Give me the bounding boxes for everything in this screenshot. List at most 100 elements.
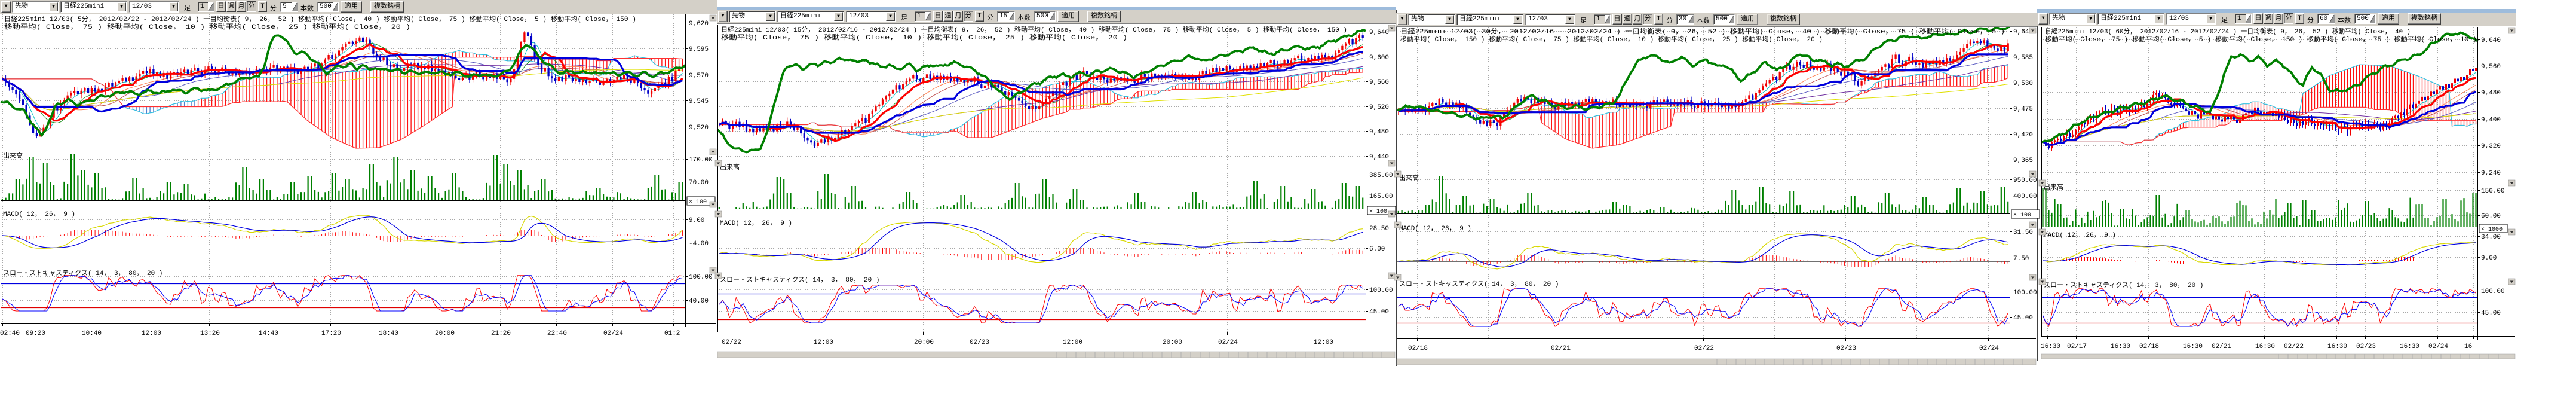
svg-text:移動平均( Close， 75 ) 移動平均( Clo: 移動平均( Close， 75 ) 移動平均( Close， 5 ) 移動平均(… (2045, 35, 2477, 44)
svg-text:9,640: 9,640 (2013, 29, 2033, 36)
svg-text:16:30: 16:30 (2183, 343, 2203, 350)
svg-text:16:30: 16:30 (2255, 343, 2275, 350)
svg-text:16:30: 16:30 (2400, 343, 2419, 350)
svg-text:× 100: × 100 (2013, 212, 2031, 219)
svg-text:12:00: 12:00 (1063, 339, 1082, 346)
svg-text:12:00: 12:00 (142, 330, 161, 337)
svg-text:02/22: 02/22 (2284, 343, 2304, 350)
svg-text:× 100: × 100 (689, 199, 707, 206)
svg-text:出来高: 出来高 (720, 163, 740, 172)
svg-text:× 100: × 100 (1369, 209, 1387, 215)
svg-text:スロー・ストキャスティクス( 14， 3， 80， 20 ): スロー・ストキャスティクス( 14， 3， 80， 20 ) (2044, 281, 2203, 289)
svg-text:出来高: 出来高 (2044, 182, 2063, 191)
svg-text:09:20: 09:20 (26, 330, 45, 337)
svg-text:45.00: 45.00 (1369, 309, 1389, 316)
svg-text:02/21: 02/21 (2212, 343, 2231, 350)
svg-text:スロー・ストキャスティクス( 14， 3， 80， 20 ): スロー・ストキャスティクス( 14， 3， 80， 20 ) (1399, 280, 1559, 288)
svg-text:20:00: 20:00 (1163, 339, 1182, 346)
svg-text:日経225mini 12/03( 15分， 2012/02/: 日経225mini 12/03( 15分， 2012/02/16 - 2012/… (721, 25, 1347, 34)
svg-text:MACD( 12， 26， 9 ): MACD( 12， 26， 9 ) (720, 220, 792, 227)
svg-text:02/23: 02/23 (1836, 345, 1856, 352)
svg-text:02/18: 02/18 (1408, 345, 1428, 352)
svg-text:9,240: 9,240 (2481, 170, 2501, 177)
svg-text:MACD( 12， 26， 9 ): MACD( 12， 26， 9 ) (3, 211, 75, 218)
svg-text:21:20: 21:20 (491, 330, 511, 337)
svg-text:40.00: 40.00 (689, 298, 709, 305)
svg-text:9,640: 9,640 (1369, 29, 1389, 36)
svg-text:9,520: 9,520 (1369, 104, 1389, 111)
svg-text:12:00: 12:00 (1314, 339, 1333, 346)
svg-text:9,560: 9,560 (2481, 63, 2501, 71)
svg-text:9,620: 9,620 (689, 20, 709, 28)
svg-text:× 1000: × 1000 (2481, 227, 2503, 233)
svg-text:60.00: 60.00 (2481, 213, 2501, 220)
svg-text:385.00: 385.00 (1369, 172, 1393, 179)
svg-text:9,585: 9,585 (2013, 54, 2033, 62)
svg-text:02/22: 02/22 (722, 339, 741, 346)
svg-text:9,480: 9,480 (1369, 129, 1389, 136)
svg-text:MACD( 12， 26， 9 ): MACD( 12， 26， 9 ) (2044, 232, 2116, 239)
svg-text:9.00: 9.00 (689, 217, 704, 224)
svg-text:22:40: 22:40 (547, 330, 567, 337)
svg-text:9,320: 9,320 (2481, 143, 2501, 150)
svg-text:9,520: 9,520 (689, 124, 709, 132)
svg-text:16: 16 (2464, 343, 2472, 350)
svg-text:165.00: 165.00 (1369, 193, 1393, 200)
svg-text:02:40: 02:40 (0, 330, 20, 337)
svg-text:12:00: 12:00 (814, 339, 833, 346)
svg-text:45.00: 45.00 (2013, 315, 2033, 322)
svg-text:02/18: 02/18 (2139, 343, 2159, 350)
svg-text:9,475: 9,475 (2013, 106, 2033, 113)
svg-text:9,400: 9,400 (2481, 117, 2501, 124)
svg-text:9,560: 9,560 (1369, 79, 1389, 86)
svg-text:9,570: 9,570 (689, 72, 709, 80)
svg-text:移動平均( Close， 150 ) 移動平均( Cl: 移動平均( Close， 150 ) 移動平均( Close， 75 ) 移動平… (1400, 35, 1823, 44)
svg-text:70.00: 70.00 (689, 179, 709, 187)
svg-text:9,480: 9,480 (2481, 90, 2501, 97)
svg-text:02/21: 02/21 (1551, 345, 1571, 352)
svg-text:移動平均( Close， 75 ) 移動平均( Clo: 移動平均( Close， 75 ) 移動平均( Close， 10 ) 移動平均… (721, 33, 1127, 42)
svg-text:16:30: 16:30 (2111, 343, 2130, 350)
svg-text:9,640: 9,640 (2481, 37, 2501, 44)
svg-text:16:30: 16:30 (2327, 343, 2347, 350)
svg-text:16:30: 16:30 (2041, 343, 2060, 350)
svg-text:01:2: 01:2 (664, 330, 680, 337)
svg-text:170.00: 170.00 (689, 157, 713, 164)
svg-text:34.00: 34.00 (2481, 234, 2501, 241)
svg-text:02/23: 02/23 (2356, 343, 2376, 350)
svg-text:日経225mini 12/03( 5分， 2012/02/2: 日経225mini 12/03( 5分， 2012/02/22 - 2012/0… (4, 14, 636, 23)
svg-text:100.00: 100.00 (2481, 288, 2505, 295)
svg-text:9,595: 9,595 (689, 46, 709, 53)
svg-text:7.50: 7.50 (2013, 255, 2029, 263)
svg-text:20:00: 20:00 (435, 330, 455, 337)
svg-text:31.50: 31.50 (2013, 229, 2033, 236)
svg-text:9.00: 9.00 (2481, 255, 2497, 262)
svg-text:02/24: 02/24 (1979, 345, 1999, 352)
svg-text:20:00: 20:00 (914, 339, 934, 346)
svg-text:出来高: 出来高 (3, 151, 23, 160)
svg-text:02/17: 02/17 (2067, 343, 2087, 350)
svg-text:45.00: 45.00 (2481, 310, 2501, 317)
svg-text:9,365: 9,365 (2013, 157, 2033, 164)
svg-text:02/24: 02/24 (2428, 343, 2448, 350)
svg-text:18:40: 18:40 (379, 330, 398, 337)
svg-text:スロー・ストキャスティクス( 14， 3， 80， 20 ): スロー・ストキャスティクス( 14， 3， 80， 20 ) (720, 276, 879, 284)
svg-text:400.00: 400.00 (2013, 193, 2037, 200)
svg-text:9,440: 9,440 (1369, 154, 1389, 161)
svg-text:9,420: 9,420 (2013, 132, 2033, 139)
svg-text:02/22: 02/22 (1694, 345, 1714, 352)
svg-text:日経225mini 12/03( 60分， 2012/02/: 日経225mini 12/03( 60分， 2012/02/16 - 2012/… (2045, 27, 2411, 36)
svg-text:28.50: 28.50 (1369, 225, 1389, 233)
svg-text:9,545: 9,545 (689, 98, 709, 105)
svg-text:10:40: 10:40 (82, 330, 102, 337)
svg-text:02/24: 02/24 (1218, 339, 1238, 346)
svg-text:950.00: 950.00 (2013, 177, 2037, 184)
svg-text:出来高: 出来高 (1399, 173, 1419, 182)
svg-text:移動平均( Close， 75 ) 移動平均( Clo: 移動平均( Close， 75 ) 移動平均( Close， 10 ) 移動平均… (4, 22, 410, 31)
svg-text:-4.00: -4.00 (689, 240, 709, 248)
svg-text:スロー・ストキャスティクス( 14， 3， 80， 20 ): スロー・ストキャスティクス( 14， 3， 80， 20 ) (3, 269, 162, 277)
svg-text:9,530: 9,530 (2013, 80, 2033, 87)
svg-text:13:20: 13:20 (200, 330, 220, 337)
svg-text:14:40: 14:40 (259, 330, 278, 337)
svg-text:150.00: 150.00 (2481, 188, 2505, 195)
